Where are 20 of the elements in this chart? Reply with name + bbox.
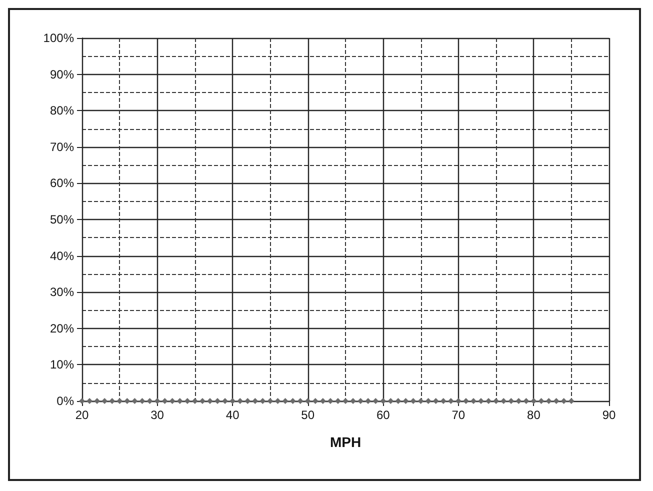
- x-tick-label: 70: [452, 408, 466, 422]
- y-tick-label: 70%: [50, 140, 74, 154]
- y-tick-label: 20%: [50, 321, 74, 336]
- y-tick-label: 0%: [56, 394, 74, 408]
- x-tick-label: 90: [602, 408, 616, 422]
- y-tick-label: 60%: [50, 176, 74, 190]
- x-tick-label: 80: [527, 408, 541, 422]
- x-tick-label: 40: [226, 408, 240, 422]
- y-tick-label: 10%: [50, 358, 74, 372]
- x-axis-title: MPH: [330, 434, 362, 450]
- x-tick-label: 60: [376, 408, 390, 422]
- x-tick-label: 50: [301, 408, 315, 422]
- y-tick-label: 80%: [50, 104, 74, 118]
- y-tick-label: 90%: [50, 67, 74, 82]
- x-tick-label: 20: [75, 408, 89, 422]
- y-tick-label: 30%: [50, 285, 74, 300]
- x-tick-label: 30: [150, 408, 164, 422]
- y-tick-label: 50%: [50, 212, 74, 226]
- y-tick-label: 40%: [50, 248, 74, 263]
- y-tick-label: 100%: [43, 31, 74, 45]
